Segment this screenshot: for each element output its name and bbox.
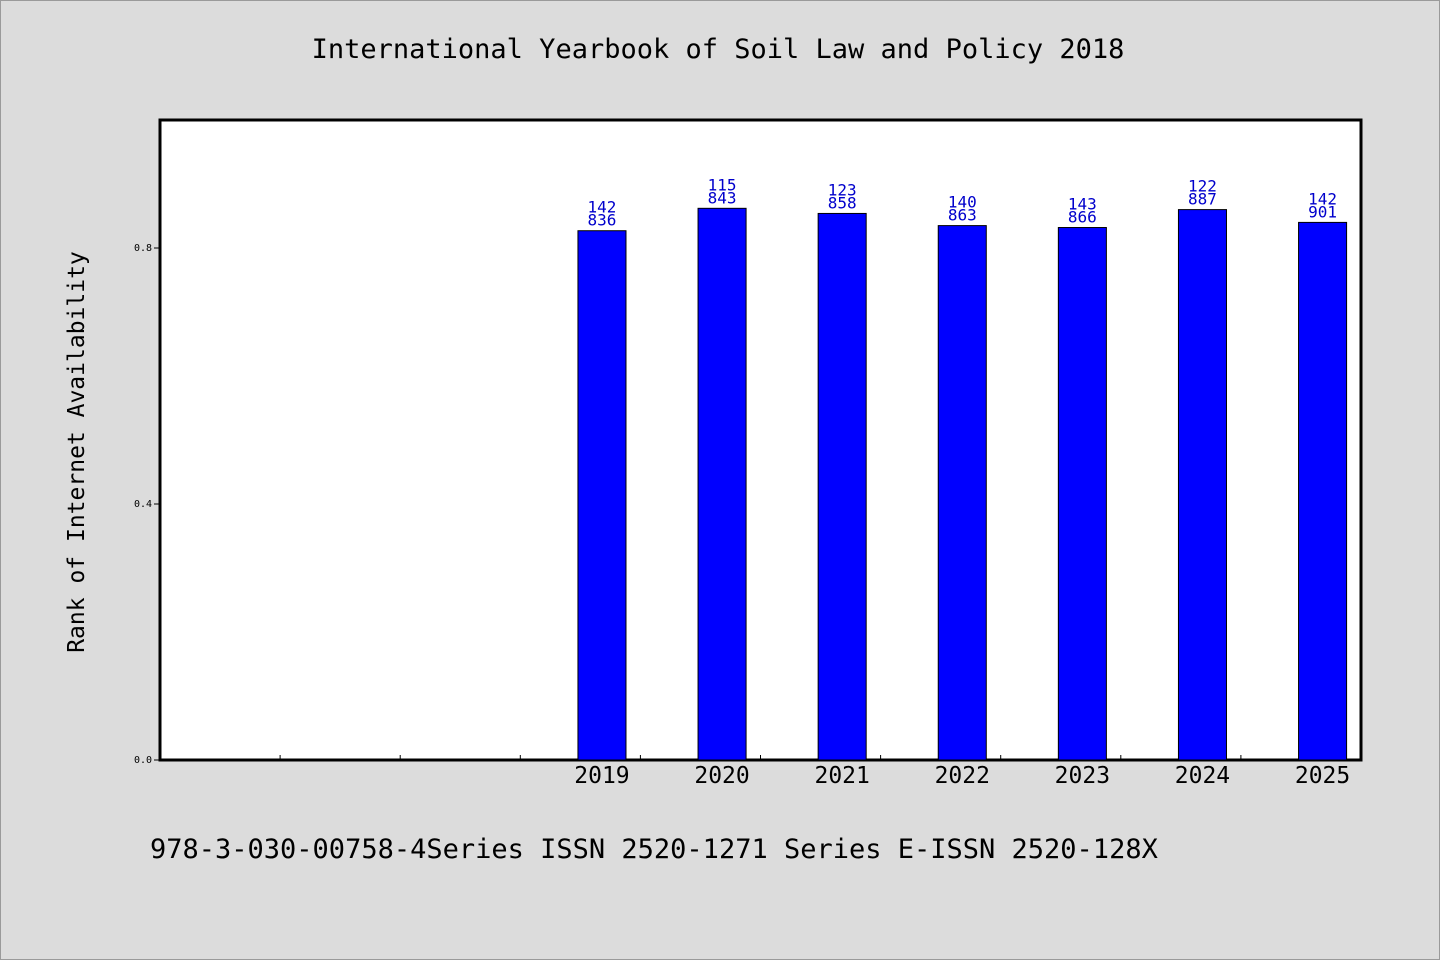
bar-data-label: 858 xyxy=(828,193,857,212)
bar xyxy=(697,207,747,761)
bar xyxy=(1177,209,1227,761)
bar xyxy=(1057,227,1107,761)
bar xyxy=(937,225,987,761)
x-tick-label: 2021 xyxy=(814,763,869,789)
bar xyxy=(1298,221,1348,761)
bar-data-label: 115 xyxy=(708,175,737,194)
bar xyxy=(577,230,627,761)
x-tick-label: 2023 xyxy=(1055,763,1110,789)
x-tick-label: 2019 xyxy=(574,763,629,789)
bar xyxy=(817,212,867,761)
plot-area xyxy=(158,118,1363,762)
x-tick-label: 2024 xyxy=(1175,763,1230,789)
bar-data-label: 843 xyxy=(708,188,737,207)
bar-data-label: 863 xyxy=(948,206,977,225)
bar-data-label: 142 xyxy=(1308,189,1337,208)
bar-data-label: 143 xyxy=(1068,195,1097,214)
y-tick-label: 0.0 xyxy=(134,755,152,766)
bar-data-label: 901 xyxy=(1308,202,1337,221)
footer-isbn-issn: 978-3-030-00758-4Series ISSN 2520-1271 S… xyxy=(150,834,1158,865)
bar-data-label: 122 xyxy=(1188,177,1217,196)
chart-title: International Yearbook of Soil Law and P… xyxy=(311,34,1125,65)
bar-data-label: 866 xyxy=(1068,208,1097,227)
bar-data-label: 140 xyxy=(948,193,977,212)
y-tick-label: 0.8 xyxy=(134,243,152,254)
bar-data-label: 887 xyxy=(1188,190,1217,209)
y-tick-label: 0.4 xyxy=(134,499,152,510)
x-tick-label: 2020 xyxy=(694,763,749,789)
bar-data-label: 142 xyxy=(588,198,617,217)
bar-data-label: 836 xyxy=(588,211,617,230)
bar-data-label: 123 xyxy=(828,180,857,199)
x-tick-label: 2025 xyxy=(1295,763,1350,789)
x-tick-label: 2022 xyxy=(935,763,990,789)
